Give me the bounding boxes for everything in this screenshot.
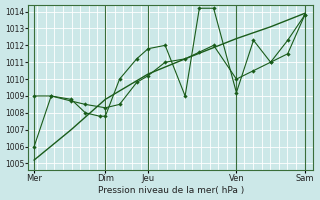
X-axis label: Pression niveau de la mer( hPa ): Pression niveau de la mer( hPa ) [98, 186, 244, 195]
